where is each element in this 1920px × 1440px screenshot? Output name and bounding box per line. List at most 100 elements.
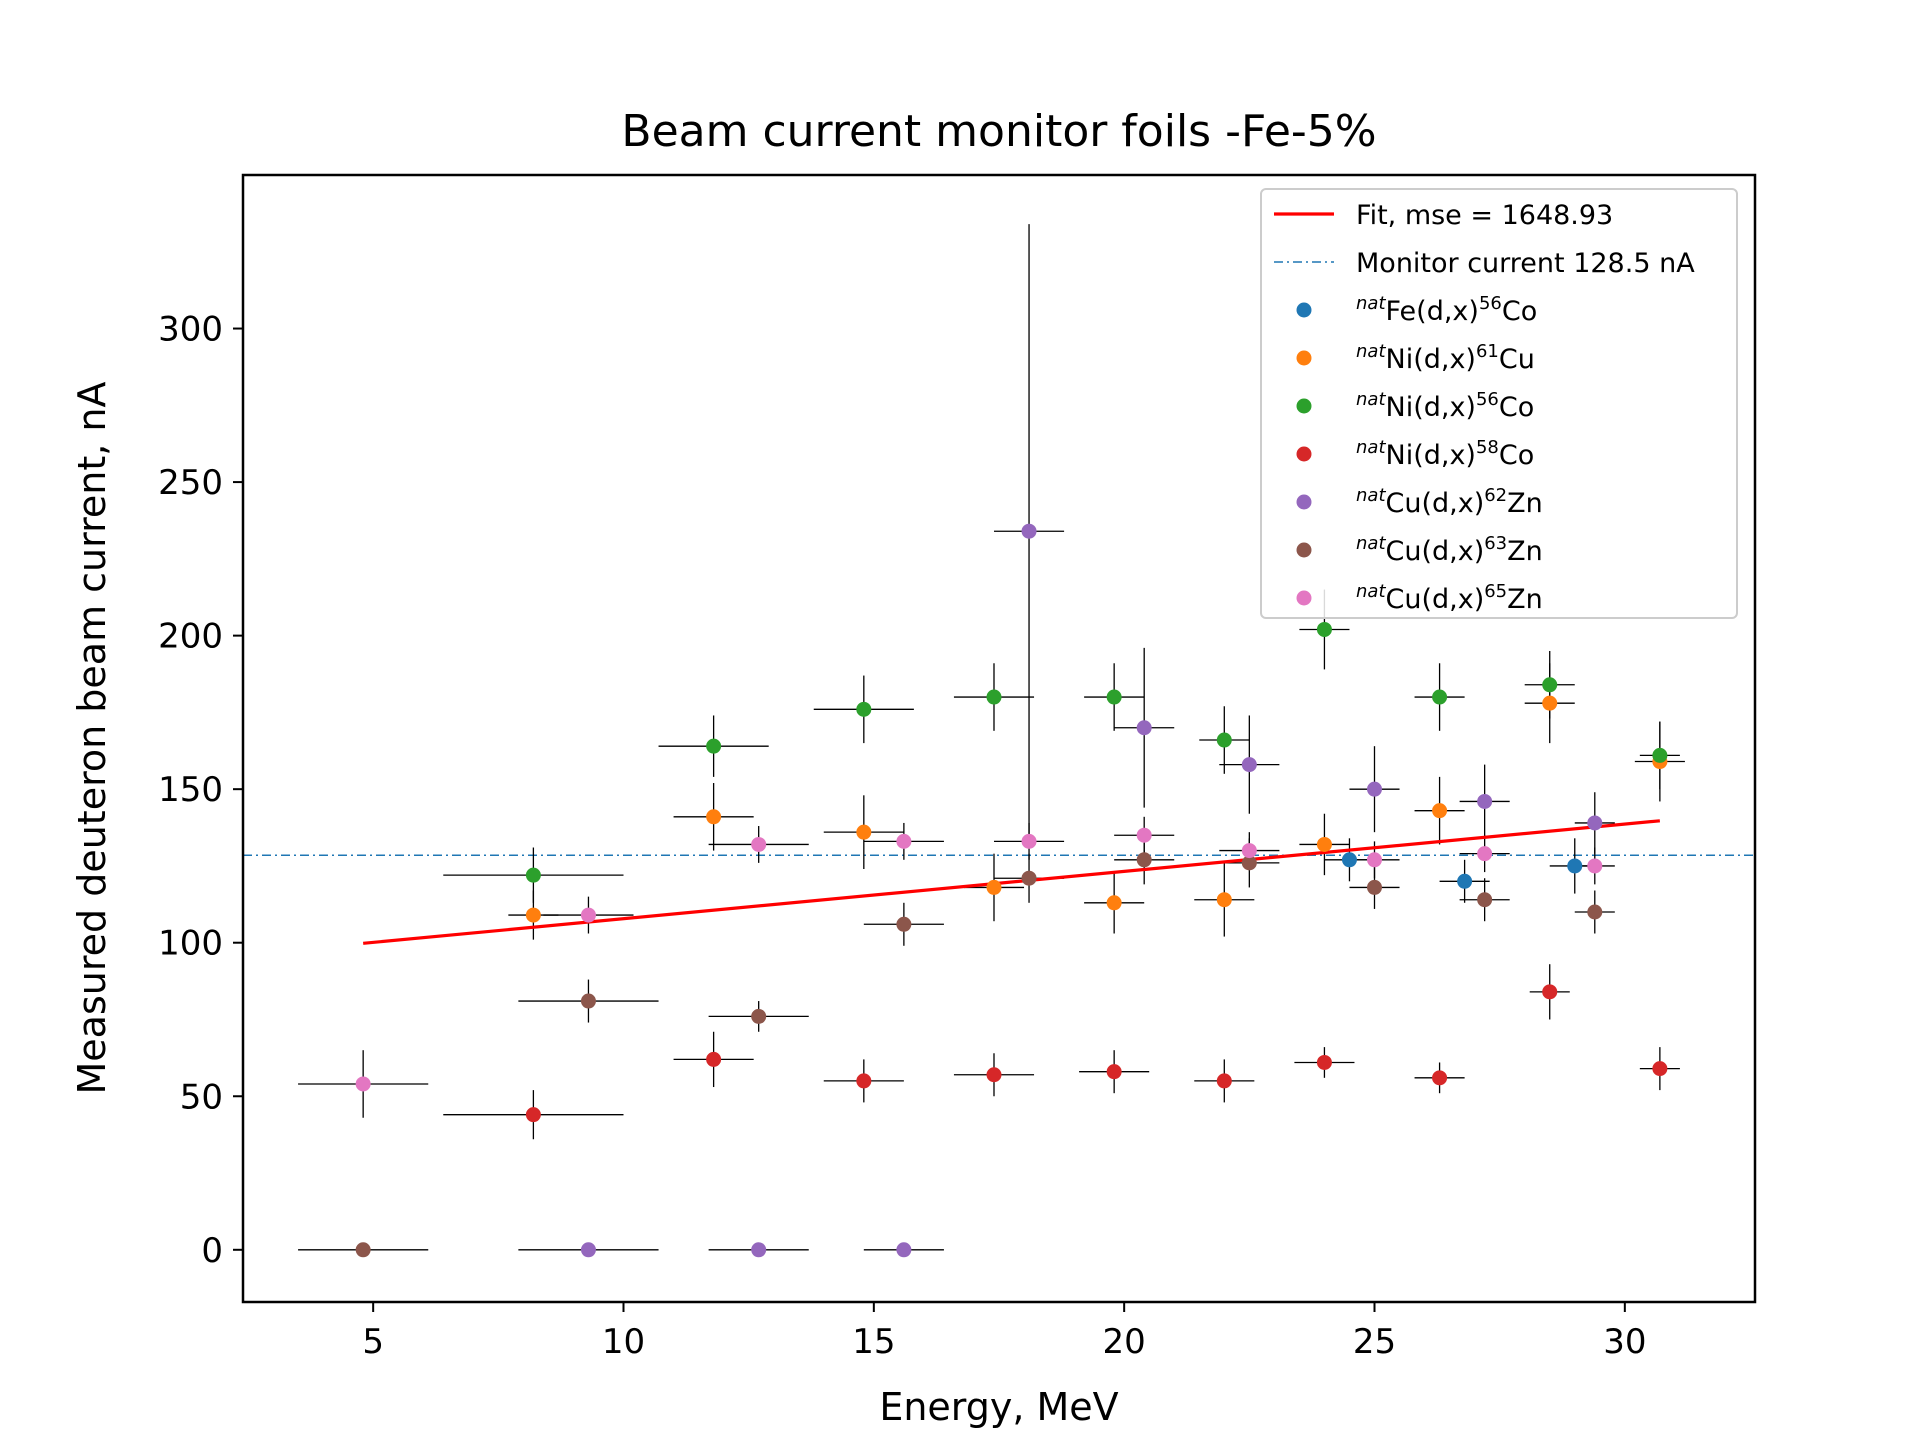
- data-point-co58: [1542, 984, 1558, 1000]
- legend-entry-label: natNi(d,x)61Cu: [1356, 341, 1535, 375]
- y-tick-label: 0: [201, 1231, 223, 1271]
- legend-mass: 62: [1484, 485, 1507, 506]
- legend: Fit, mse = 1648.93 Monitor current 128.5 …: [1260, 188, 1738, 619]
- data-point-zn63: [355, 1242, 371, 1258]
- legend-product: Co: [1499, 392, 1534, 423]
- data-point-co56: [1106, 689, 1122, 705]
- legend-product: Co: [1502, 296, 1537, 327]
- data-point-zn63: [1587, 904, 1603, 920]
- legend-mass: 58: [1476, 437, 1499, 458]
- legend-entry-label: natNi(d,x)56Co: [1356, 389, 1534, 423]
- data-point-co58: [856, 1073, 872, 1089]
- legend-entry-label: natCu(d,x)63Zn: [1356, 533, 1543, 567]
- data-point-cu61: [706, 809, 722, 825]
- legend-entry-label: natCu(d,x)65Zn: [1356, 581, 1543, 615]
- legend-product: Cu: [1499, 344, 1535, 375]
- legend-marker: [1296, 302, 1312, 318]
- plot-area: [243, 224, 1755, 1258]
- legend-prefix: nat: [1356, 389, 1386, 410]
- y-tick-label: 200: [158, 617, 223, 657]
- legend-target: Fe(d,x): [1386, 296, 1479, 327]
- legend-product: Zn: [1507, 488, 1543, 519]
- x-tick-label: 15: [852, 1322, 895, 1362]
- legend-product: Co: [1499, 440, 1534, 471]
- data-point-co56: [1542, 677, 1558, 693]
- legend-entry-label: natFe(d,x)56Co: [1356, 293, 1537, 327]
- data-point-co56: [1216, 732, 1232, 748]
- legend-target: Ni(d,x): [1386, 440, 1476, 471]
- y-tick-label: 100: [158, 924, 223, 964]
- data-point-zn62: [1241, 757, 1257, 773]
- legend-marker: [1296, 398, 1312, 414]
- data-point-zn65: [1366, 852, 1382, 868]
- legend-target: Cu(d,x): [1386, 536, 1485, 567]
- legend-prefix: nat: [1356, 485, 1386, 506]
- data-point-zn65: [751, 836, 767, 852]
- legend-mass: 63: [1484, 533, 1507, 554]
- data-point-zn65: [580, 907, 596, 923]
- data-point-zn62: [1136, 720, 1152, 736]
- data-point-zn63: [1241, 855, 1257, 871]
- legend-target: Cu(d,x): [1386, 584, 1485, 615]
- legend-target: Cu(d,x): [1386, 488, 1485, 519]
- legend-marker: [1296, 590, 1312, 606]
- y-axis-label: Measured deuteron beam current, nA: [70, 382, 114, 1095]
- data-point-zn65: [1477, 846, 1493, 862]
- legend-entry-label: natNi(d,x)58Co: [1356, 437, 1534, 471]
- legend-prefix: nat: [1356, 581, 1386, 602]
- legend-mass: 56: [1476, 389, 1499, 410]
- legend-target: Ni(d,x): [1386, 344, 1476, 375]
- legend-marker: [1296, 446, 1312, 462]
- data-point-zn65: [1587, 858, 1603, 874]
- data-point-co58: [1652, 1061, 1668, 1077]
- legend-prefix: nat: [1356, 533, 1386, 554]
- data-point-co58: [1106, 1064, 1122, 1080]
- data-point-co58: [1216, 1073, 1232, 1089]
- chart-title: Beam current monitor foils -Fe-5%: [621, 106, 1376, 157]
- data-point-zn62: [751, 1242, 767, 1258]
- data-point-zn65: [355, 1076, 371, 1092]
- legend-box: [1260, 188, 1738, 619]
- data-point-co56: [1567, 858, 1583, 874]
- legend-entry-label: natCu(d,x)62Zn: [1356, 485, 1543, 519]
- x-axis-label: Energy, MeV: [879, 1385, 1118, 1429]
- data-point-zn65: [1241, 843, 1257, 859]
- legend-marker: [1296, 350, 1312, 366]
- y-tick-label: 50: [180, 1077, 223, 1117]
- x-tick-label: 25: [1353, 1322, 1396, 1362]
- y-tick-label: 250: [158, 463, 223, 503]
- legend-product: Zn: [1507, 536, 1543, 567]
- data-point-cu61: [1216, 892, 1232, 908]
- data-point-cu61: [525, 907, 541, 923]
- data-point-zn63: [1477, 892, 1493, 908]
- data-point-cu61: [856, 824, 872, 840]
- data-point-co56: [1457, 873, 1473, 889]
- x-tick-label: 5: [362, 1322, 384, 1362]
- x-tick-label: 10: [602, 1322, 645, 1362]
- data-point-zn63: [751, 1008, 767, 1024]
- data-point-zn62: [1477, 793, 1493, 809]
- legend-mass: 65: [1484, 581, 1507, 602]
- data-point-co58: [1432, 1070, 1448, 1086]
- legend-product: Zn: [1507, 584, 1543, 615]
- x-tick-label: 30: [1603, 1322, 1646, 1362]
- data-point-co56: [706, 738, 722, 754]
- data-point-co56: [525, 867, 541, 883]
- legend-prefix: nat: [1356, 437, 1386, 458]
- legend-fit-label: Fit, mse = 1648.93: [1356, 200, 1613, 231]
- data-point-zn63: [1136, 852, 1152, 868]
- data-point-cu61: [1316, 836, 1332, 852]
- data-point-co58: [986, 1067, 1002, 1083]
- data-point-zn63: [896, 916, 912, 932]
- data-point-cu61: [1542, 695, 1558, 711]
- data-point-zn65: [896, 833, 912, 849]
- data-point-zn62: [1587, 815, 1603, 831]
- y-tick-label: 150: [158, 770, 223, 810]
- data-point-co58: [1316, 1054, 1332, 1070]
- data-point-zn62: [1366, 781, 1382, 797]
- data-point-zn63: [1021, 870, 1037, 886]
- x-tick-label: 20: [1103, 1322, 1146, 1362]
- data-point-co56: [1652, 747, 1668, 763]
- data-point-zn65: [1021, 833, 1037, 849]
